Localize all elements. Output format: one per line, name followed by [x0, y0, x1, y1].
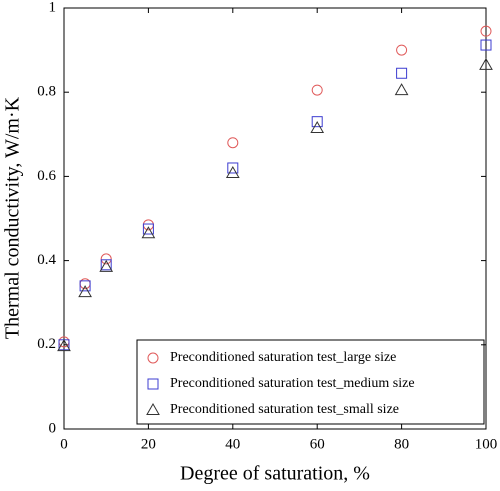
- point: [310, 120, 325, 133]
- y-axis-title: Thermal conductivity, W/m·K: [2, 96, 24, 339]
- legend-marker: [147, 352, 159, 364]
- legend-text: Preconditioned saturation test_small siz…: [170, 402, 399, 417]
- point: [311, 84, 323, 96]
- point: [225, 166, 240, 179]
- x-tick-label: 20: [141, 436, 156, 452]
- x-axis-title: Degree of saturation, %: [180, 463, 370, 485]
- y-tick-label: 0.8: [37, 84, 56, 100]
- legend-text: Preconditioned saturation test_medium si…: [170, 376, 415, 391]
- point: [227, 162, 239, 174]
- legend-box: [136, 339, 485, 425]
- point: [100, 259, 112, 271]
- point: [480, 39, 492, 51]
- point: [78, 285, 92, 298]
- point: [227, 137, 239, 149]
- y-tick-label: 0.4: [37, 252, 56, 268]
- point: [141, 226, 156, 239]
- x-tick-label: 80: [394, 436, 409, 452]
- point: [142, 223, 154, 235]
- point: [79, 280, 91, 292]
- x-tick-label: 40: [225, 436, 240, 452]
- y-tick-label: 0.6: [37, 168, 56, 184]
- x-tick-label: 0: [60, 436, 68, 452]
- point: [142, 219, 154, 231]
- legend-marker: [146, 402, 160, 415]
- point: [311, 116, 323, 128]
- point: [99, 259, 114, 272]
- y-tick-label: 1: [49, 0, 57, 15]
- point: [79, 278, 91, 290]
- point: [480, 25, 492, 37]
- point: [57, 339, 71, 352]
- point: [479, 57, 493, 70]
- y-tick-label: 0.2: [37, 336, 56, 352]
- point: [396, 67, 408, 79]
- point: [396, 44, 408, 56]
- legend-marker: [147, 378, 159, 390]
- plot-frame: [63, 7, 487, 430]
- x-tick-label: 100: [475, 436, 498, 452]
- point: [100, 253, 112, 265]
- legend-text: Preconditioned saturation test_large siz…: [170, 350, 396, 365]
- x-tick-label: 60: [310, 436, 325, 452]
- y-tick-label: 0: [49, 420, 57, 436]
- point: [394, 83, 409, 96]
